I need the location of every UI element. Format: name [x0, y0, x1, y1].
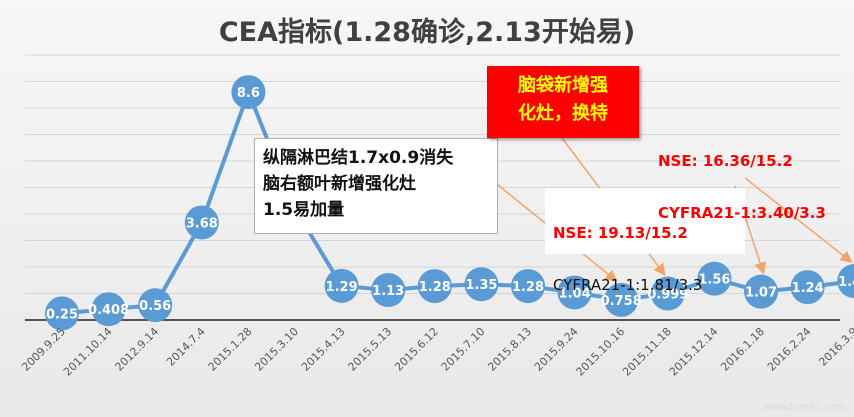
data-label: 0.408 [88, 303, 129, 318]
annotation-nse-1-line1: NSE: 19.13/15.2 [553, 224, 688, 242]
data-label: 1.56 [698, 273, 730, 288]
x-tick-label: 2015.5.13 [346, 325, 395, 374]
x-tick-label: 2011.10.14 [61, 325, 115, 379]
data-label: 1.28 [512, 280, 544, 295]
data-label: 1.35 [465, 278, 497, 293]
data-label: 0.999 [647, 288, 688, 303]
data-point [837, 264, 854, 299]
data-label: 1.07 [745, 286, 777, 301]
data-label: 1.28 [419, 280, 451, 295]
data-point [138, 288, 173, 323]
annotation-nse-2: NSE: 16.36/15.2 CYFRA21-1:3.40/3.3 [650, 118, 850, 222]
data-label: 1.24 [792, 281, 824, 296]
x-tick-label: 2016.3.9 [816, 325, 854, 369]
data-label: 1.04 [559, 286, 591, 301]
x-tick-label: 2015.7.10 [439, 325, 488, 374]
x-tick-label: 2015.3.10 [252, 325, 301, 374]
x-tick-label: 2015.10.16 [574, 325, 628, 379]
x-tick-label: 2015.4.13 [299, 325, 348, 374]
data-point [91, 292, 126, 327]
data-label: 1.47 [838, 275, 854, 290]
x-tick-label: 2015.8.13 [485, 325, 534, 374]
data-label: 3.68 [186, 216, 218, 231]
data-label: 0.758 [601, 294, 642, 309]
annotation-red-note: 脑袋新增强 化灶，换特 [487, 66, 639, 138]
data-point [650, 276, 685, 311]
data-point [464, 267, 499, 302]
annotation-nse-2-line1: NSE: 16.36/15.2 [658, 152, 793, 170]
x-tick-label: 2016.1.18 [718, 325, 767, 374]
x-tick-label: 2015.9.24 [532, 325, 581, 374]
annotation-arrow [744, 177, 853, 263]
data-point [371, 273, 406, 308]
data-point [417, 269, 452, 304]
data-point [604, 282, 639, 317]
data-label: 1.13 [372, 284, 404, 299]
x-tick-label: 2015.1.28 [206, 325, 255, 374]
data-point [557, 275, 592, 310]
data-label: 0.25 [46, 307, 78, 322]
annotation-nse-1-line2: CYFRA21-1:1.81/3.3 [553, 276, 703, 294]
x-tick-label: 2015.11.18 [620, 325, 674, 379]
chart-title: CEA指标(1.28确诊,2.13开始易) [218, 17, 636, 48]
annotation-nse-2-line2: CYFRA21-1:3.40/3.3 [658, 204, 826, 222]
data-point [511, 269, 545, 304]
data-point [231, 75, 266, 110]
data-label: 8.6 [237, 86, 260, 101]
x-tick-label: 2014.7.4 [164, 325, 208, 369]
data-point [697, 261, 732, 296]
data-point [45, 296, 79, 331]
data-point [790, 270, 825, 305]
x-tick-label: 2012.9.14 [113, 325, 162, 374]
x-tick-label: 2016.2.24 [765, 325, 814, 374]
data-point [324, 268, 359, 303]
data-point [744, 274, 778, 309]
x-tick-label: 2009.9.25 [19, 325, 68, 374]
data-label: 1.29 [326, 280, 358, 295]
annotation-main-note: 纵隔淋巴结1.7x0.9消失 脑右额叶新增强化灶 1.5易加量 [254, 138, 498, 234]
watermark: www.tcm91.com [762, 402, 846, 413]
x-tick-label: 2015.12.14 [667, 325, 721, 379]
annotation-nse-1: NSE: 19.13/15.2 CYFRA21-1:1.81/3.3 [545, 188, 745, 294]
data-label: 0.56 [139, 299, 171, 314]
x-tick-label: 2015.6.12 [392, 325, 441, 374]
data-point [184, 205, 219, 240]
